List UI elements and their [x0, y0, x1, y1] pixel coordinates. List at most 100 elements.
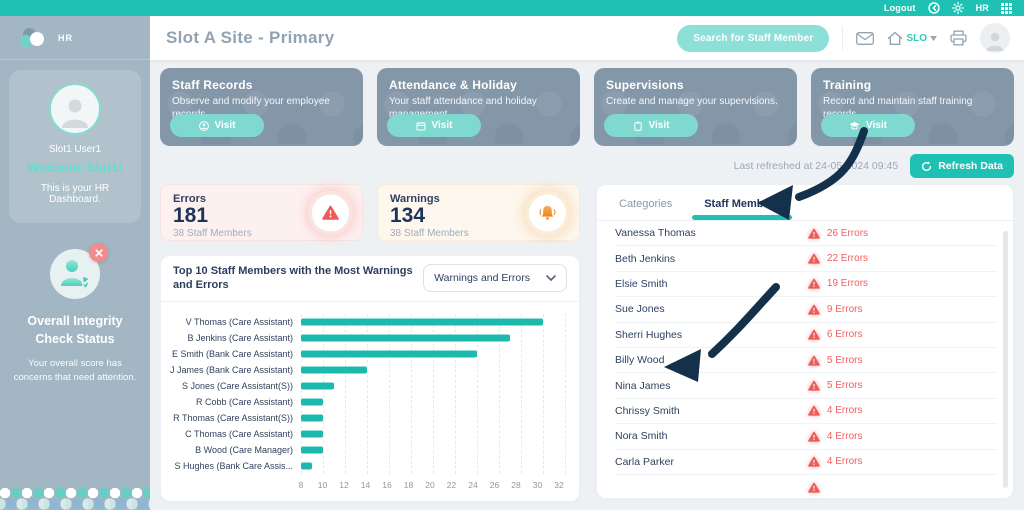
gear-icon[interactable]	[951, 2, 964, 14]
staff-row[interactable]: Vanessa Thomas 26 Errors	[615, 221, 997, 247]
x-tick-label: 18	[403, 479, 414, 490]
staff-error-count: 5 Errors	[826, 354, 863, 366]
caret-down-icon	[930, 35, 937, 41]
staff-row[interactable]: Chrissy Smith 4 Errors	[615, 399, 997, 425]
staff-error-count: 19 Errors	[826, 278, 869, 290]
error-triangle-icon	[808, 456, 820, 467]
x-tick-label: 16	[382, 479, 392, 490]
error-triangle-icon	[808, 304, 820, 315]
refresh-data-button[interactable]: Refresh Data	[910, 154, 1014, 178]
chart-gridline	[455, 313, 456, 474]
sidebar-mosaic-decoration	[0, 488, 150, 510]
user-avatar	[49, 83, 101, 135]
search-staff-button[interactable]: Search for Staff Member	[677, 24, 830, 52]
error-triangle-icon	[808, 406, 820, 417]
chart-bar	[301, 366, 367, 374]
staff-error-badge: 4 Errors	[808, 405, 862, 417]
chart-gridline	[389, 313, 390, 474]
staff-error-badge	[808, 482, 827, 493]
chart-filter-dropdown[interactable]: Warnings and Errors	[423, 264, 567, 293]
staff-row[interactable]: Beth Jenkins 22 Errors	[615, 246, 997, 272]
chart-category-label: S Hughes (Bank Care Assis...	[174, 460, 293, 471]
chart-bar	[301, 446, 323, 454]
last-refreshed-text: Last refreshed at 24-05-2024 09:45	[733, 160, 899, 172]
staff-row[interactable]: Elsie Smith 19 Errors	[615, 272, 997, 298]
error-triangle-icon	[808, 279, 820, 290]
card-training: Training Record and maintain staff train…	[811, 68, 1014, 146]
card-title: Supervisions	[606, 78, 684, 92]
print-icon[interactable]	[950, 30, 967, 46]
chart-category-label: C Thomas (Care Assistant)	[185, 428, 293, 439]
site-code-label: SLO	[906, 32, 927, 44]
chart-category-label: E Smith (Bank Care Assistant)	[171, 348, 293, 359]
panel-tabs: Categories Staff Members	[597, 185, 1013, 220]
staff-error-count: 6 Errors	[826, 329, 863, 341]
error-triangle-icon	[312, 194, 349, 231]
staff-name: Billy Wood	[615, 354, 665, 367]
card-title: Staff Records	[172, 78, 253, 92]
card-supervisions: Supervisions Create and manage your supe…	[594, 68, 797, 146]
top10-chart-card: Top 10 Staff Members with the Most Warni…	[160, 255, 580, 502]
staff-row[interactable]: Sherri Hughes 6 Errors	[615, 323, 997, 348]
staff-error-badge: 9 Errors	[808, 304, 862, 315]
x-tick-label: 32	[554, 479, 564, 490]
staff-row-partial[interactable]	[615, 475, 997, 498]
warnings-staff-count: 38 Staff Members	[390, 228, 469, 240]
staff-row[interactable]: Nora Smith 4 Errors	[615, 424, 997, 450]
staff-row[interactable]: Nina James 5 Errors	[615, 373, 997, 399]
stats-row: Errors 181 38 Staff Members Warnings 134…	[160, 184, 580, 241]
welcome-text: Welcome Slot1!	[27, 161, 123, 175]
staff-name: Elsie Smith	[615, 277, 668, 290]
chart-row: S Jones (Care Assistant(S))	[169, 378, 565, 394]
chart-category-label: B Wood (Care Manager)	[195, 444, 293, 455]
chart-gridline	[411, 313, 412, 474]
dashboard-columns: Errors 181 38 Staff Members Warnings 134…	[160, 184, 1014, 502]
visit-staff-records-button[interactable]: Visit	[170, 114, 264, 137]
x-tick-label: 24	[468, 479, 478, 490]
staff-error-count: 22 Errors	[826, 253, 869, 265]
staff-row[interactable]: Sue Jones 9 Errors	[615, 297, 997, 323]
exit-icon[interactable]	[927, 2, 940, 14]
chart-category-label: B Jenkins (Care Assistant)	[187, 332, 293, 343]
tab-categories[interactable]: Categories	[619, 198, 673, 210]
warning-bell-icon	[529, 194, 566, 231]
warnings-stat-card: Warnings 134 38 Staff Members	[377, 184, 580, 241]
chart-bar-track	[301, 362, 565, 378]
staff-row[interactable]: Carla Parker 4 Errors	[615, 450, 997, 475]
chart-row: S Hughes (Bank Care Assis...	[169, 458, 565, 474]
chart-row: B Wood (Care Manager)	[169, 442, 565, 458]
chart-xaxis: 8 10 12 14 16 18 20 22 24 26 28 30 32	[299, 479, 564, 494]
list-scrollbar[interactable]	[1003, 231, 1008, 488]
chart-bar-track	[301, 378, 565, 394]
staff-row[interactable]: Billy Wood 5 Errors	[615, 348, 997, 374]
visit-attendance-button[interactable]: Visit	[387, 114, 481, 137]
staff-error-count: 26 Errors	[826, 227, 869, 239]
home-icon	[888, 31, 903, 45]
chart-gridline	[499, 313, 500, 474]
chart-bar-track	[301, 458, 565, 474]
warnings-count: 134	[390, 204, 426, 227]
errors-staff-count: 38 Staff Members	[173, 228, 252, 240]
sidebar: HR Slot1 User1 Welcome Slot1! This is yo…	[0, 16, 150, 510]
chart-gridline	[345, 313, 346, 474]
site-selector-dropdown[interactable]: SLO	[887, 31, 937, 46]
visit-training-button[interactable]: Visit	[821, 114, 915, 137]
hr-menu-button[interactable]: HR	[975, 3, 989, 13]
mail-icon[interactable]	[856, 31, 875, 45]
x-tick-label: 10	[317, 479, 328, 490]
x-tick-label: 20	[425, 479, 435, 490]
staff-name: Sue Jones	[615, 303, 665, 316]
chevron-down-icon	[546, 275, 556, 282]
staff-error-count: 4 Errors	[826, 456, 863, 468]
chart-category-label: V Thomas (Care Assistant)	[185, 316, 293, 327]
chart-body: V Thomas (Care Assistant) B Jenkins (Care…	[161, 302, 579, 496]
profile-avatar[interactable]	[980, 23, 1010, 53]
logout-button[interactable]: Logout	[883, 3, 916, 13]
staff-name: Nora Smith	[615, 430, 668, 443]
staff-error-badge: 19 Errors	[808, 278, 868, 289]
apps-grid-icon[interactable]	[1001, 2, 1012, 14]
integrity-shield-person-icon	[50, 243, 108, 299]
tab-staff-members[interactable]: Staff Members	[692, 198, 792, 220]
visit-supervisions-button[interactable]: Visit	[604, 114, 698, 137]
chart-bar	[301, 318, 543, 326]
